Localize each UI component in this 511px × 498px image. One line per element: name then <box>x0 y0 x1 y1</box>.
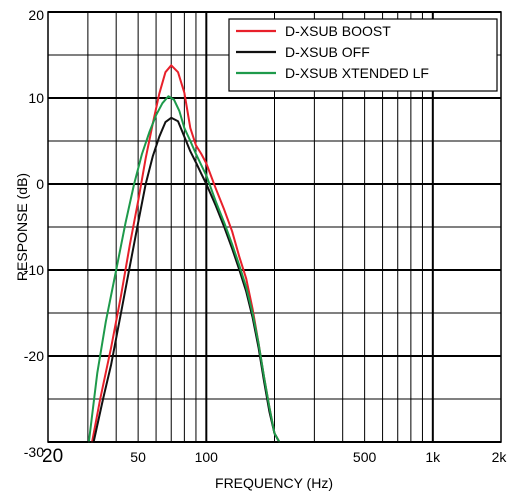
y-tick-label: -10 <box>24 262 44 278</box>
legend-label-1: D-XSUB BOOST <box>285 23 391 39</box>
x-tick-label: 100 <box>195 449 219 465</box>
y-tick-label: 0 <box>36 176 44 192</box>
x-tick-label: 1k <box>425 449 441 465</box>
x-tick-label: 2k <box>492 449 508 465</box>
x-tick-label: 500 <box>353 449 377 465</box>
y-tick-label: -20 <box>24 348 44 364</box>
series-lines <box>87 64 281 443</box>
plot-frame <box>47 11 502 443</box>
x-axis-label: FREQUENCY (Hz) <box>215 475 333 491</box>
legend-label-2: D-XSUB OFF <box>285 44 370 60</box>
series-line-3 <box>87 95 281 443</box>
x-tick-label: 20 <box>42 446 63 467</box>
series-line-2 <box>92 116 281 443</box>
legend-label-3: D-XSUB XTENDED LF <box>285 65 429 81</box>
y-axis-label: RESPONSE (dB) <box>14 173 30 281</box>
legend: D-XSUB BOOST D-XSUB OFF D-XSUB XTENDED LF <box>228 18 498 92</box>
y-tick-label: -30 <box>24 444 44 460</box>
y-tick-label: 10 <box>28 90 44 106</box>
y-tick-label: 20 <box>28 7 44 23</box>
x-tick-label: 50 <box>130 449 146 465</box>
